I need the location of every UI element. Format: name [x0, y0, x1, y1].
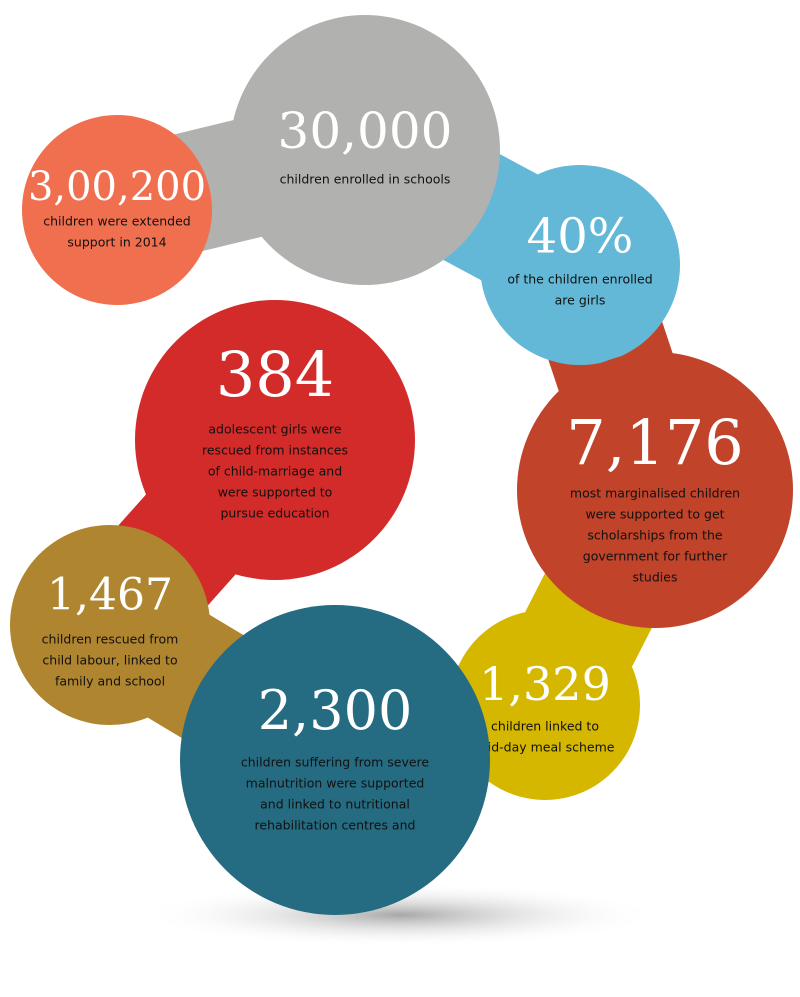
stat-number: 3,00,200: [28, 164, 206, 210]
bubble: [230, 15, 500, 285]
stat-caption: were supported to: [218, 485, 333, 500]
stat-bubble: 3,00,200 children were extended support in…: [22, 115, 212, 305]
bubble: [10, 525, 210, 725]
bubble: [517, 352, 793, 628]
stat-bubble: 1,329 children linked to mid-day meal sche…: [450, 610, 640, 800]
stat-caption: children were extended: [43, 214, 191, 229]
stat-caption: most marginalised children: [570, 486, 740, 501]
stat-number: 40%: [527, 209, 634, 265]
stat-caption: children rescued from: [42, 632, 179, 647]
stat-number: 1,467: [47, 570, 173, 621]
stat-bubble: 384 adolescent girls were rescued from ins…: [135, 300, 415, 580]
stat-number: 384: [216, 338, 334, 411]
stat-caption: were supported to get: [585, 507, 724, 522]
stat-caption: adolescent girls were: [208, 422, 342, 437]
stat-caption: children linked to: [491, 719, 599, 734]
stat-caption: are girls: [555, 293, 606, 308]
bubble: [135, 300, 415, 580]
bubble: [480, 165, 680, 365]
stat-bubble: 7,176 most marginalised children were supp…: [517, 352, 793, 628]
stat-number: 7,176: [566, 406, 744, 479]
stat-caption: rescued from instances: [202, 443, 348, 458]
stat-caption: rehabilitation centres and: [255, 818, 416, 833]
stat-caption: of the children enrolled: [507, 272, 652, 287]
stat-caption: children enrolled in schools: [280, 172, 451, 187]
stat-caption: pursue education: [220, 506, 329, 521]
stat-number: 1,329: [479, 657, 611, 711]
stat-caption: government for further: [583, 549, 728, 564]
stat-caption: and linked to nutritional: [260, 797, 410, 812]
bubble: [450, 610, 640, 800]
stat-caption: children suffering from severe: [241, 755, 430, 770]
stat-bubble: 2,300 children suffering from severe malnu…: [180, 605, 490, 915]
stat-caption: family and school: [55, 674, 165, 689]
stat-caption: scholarships from the: [587, 528, 722, 543]
stat-caption: studies: [633, 570, 678, 585]
stat-number: 30,000: [278, 102, 453, 160]
stat-caption: malnutrition were supported: [246, 776, 425, 791]
bubble: [22, 115, 212, 305]
stat-caption: support in 2014: [67, 235, 166, 250]
bubble: [180, 605, 490, 915]
stat-bubble: 40% of the children enrolled are girls: [480, 165, 680, 365]
stat-bubble: 30,000 children enrolled in schools: [230, 15, 500, 285]
stat-number: 2,300: [258, 679, 413, 742]
stat-caption: mid-day meal scheme: [476, 740, 615, 755]
stat-bubble: 1,467 children rescued from child labour, …: [10, 525, 210, 725]
stat-caption: child labour, linked to: [42, 653, 177, 668]
stat-caption: of child-marriage and: [208, 464, 342, 479]
